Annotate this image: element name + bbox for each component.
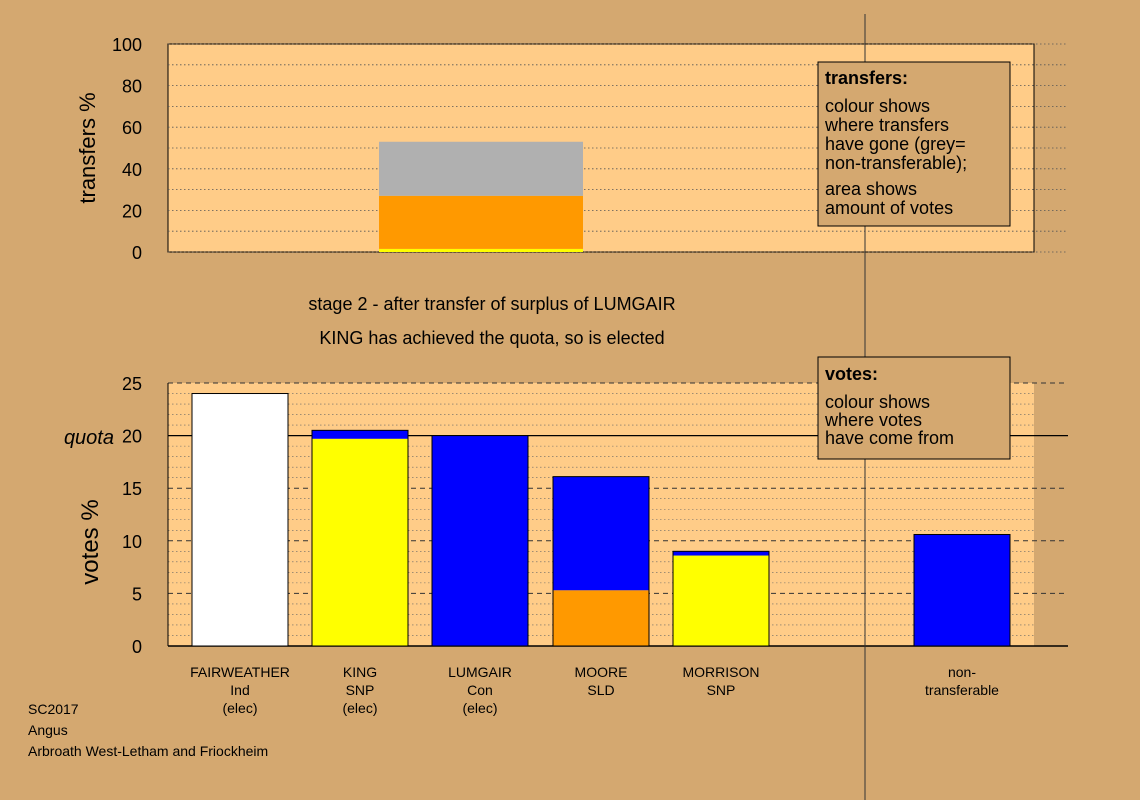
transfers-legend-line: where transfers [824, 115, 949, 135]
votes-bar-segment [312, 438, 408, 646]
transfers-bar [379, 141, 583, 252]
votes-bar-outline [311, 429, 409, 647]
transfers-y-axis-label: transfers % [75, 92, 100, 203]
votes-bar-outline [552, 476, 650, 647]
transfers-bar-segment [379, 195, 583, 249]
votes-category-label: (elec) [462, 700, 497, 716]
votes-bar [913, 533, 1011, 647]
quota-label: quota [64, 427, 114, 449]
votes-bar-segment [192, 393, 288, 646]
votes-bar-outline [191, 393, 289, 647]
transfers-y-tick-label: 40 [122, 160, 142, 180]
transfers-y-tick-label: 100 [112, 35, 142, 55]
transfers-legend-line: colour shows [825, 96, 930, 116]
votes-category-labels: FAIRWEATHER Ind (elec) KING SNP (elec) LUMGAIR… [190, 664, 999, 716]
votes-bar-segment [914, 534, 1010, 646]
footer-ward: Arbroath West-Letham and Friockheim [28, 743, 268, 759]
votes-bar-outline [672, 550, 770, 647]
votes-bar-outline [913, 533, 1011, 647]
footer-council: Angus [28, 722, 68, 738]
votes-bar-segment [553, 590, 649, 646]
votes-legend-line: where votes [824, 410, 922, 430]
transfers-legend-title: transfers: [825, 68, 908, 88]
votes-bar [431, 435, 529, 647]
votes-bar-outline [431, 435, 529, 647]
transfers-y-tick-label: 80 [122, 77, 142, 97]
votes-category-label: LUMGAIR [448, 664, 512, 680]
transfers-legend-line: non-transferable); [825, 153, 967, 173]
votes-y-tick-label: 25 [122, 374, 142, 394]
votes-category-label: KING [343, 664, 377, 680]
votes-bar-segment [553, 476, 649, 591]
transfers-y-ticks: 0 20 40 60 80 100 [112, 35, 142, 263]
transfers-legend-line: amount of votes [825, 198, 953, 218]
transfers-y-tick-label: 0 [132, 243, 142, 263]
votes-category-label: MOORE [575, 664, 628, 680]
votes-bars [191, 393, 1011, 647]
stage-description: stage 2 - after transfer of surplus of L… [308, 294, 675, 314]
transfers-bar-segment [379, 141, 583, 196]
votes-category-label: transferable [925, 682, 999, 698]
votes-bar [191, 393, 289, 647]
votes-y-tick-label: 5 [132, 584, 142, 604]
votes-category-label: Ind [230, 682, 249, 698]
transfers-legend-box: transfers: colour shows where transfers … [817, 61, 1011, 227]
votes-y-axis-label: votes % [77, 499, 104, 584]
votes-legend-box: votes: colour shows where votes have com… [817, 356, 1011, 460]
votes-category-label: (elec) [222, 700, 257, 716]
votes-category-label: FAIRWEATHER [190, 664, 290, 680]
votes-bar-segment [312, 430, 408, 439]
elected-description: KING has achieved the quota, so is elect… [319, 328, 664, 348]
votes-category-label: SLD [587, 682, 614, 698]
votes-bar-segment [673, 555, 769, 646]
votes-y-tick-label: 20 [122, 427, 142, 447]
votes-category-label: Con [467, 682, 493, 698]
votes-category-label: non- [948, 664, 976, 680]
transfers-legend-line: have gone (grey= [825, 134, 966, 154]
votes-y-tick-label: 0 [132, 637, 142, 657]
votes-bar-segment [432, 435, 528, 646]
transfers-y-tick-label: 60 [122, 118, 142, 138]
votes-y-tick-label: 15 [122, 479, 142, 499]
votes-category-label: (elec) [342, 700, 377, 716]
votes-y-ticks: 0 5 10 15 20 25 [122, 374, 142, 657]
transfers-bar-segment [379, 248, 583, 252]
votes-bar [552, 476, 650, 647]
votes-category-label: SNP [707, 682, 736, 698]
votes-bar [311, 429, 409, 647]
transfers-y-tick-label: 20 [122, 201, 142, 221]
votes-y-tick-label: 10 [122, 532, 142, 552]
footer-election: SC2017 [28, 701, 79, 717]
votes-category-label: MORRISON [683, 664, 760, 680]
transfers-legend-line: area shows [825, 179, 917, 199]
votes-bar [672, 550, 770, 647]
votes-category-label: SNP [346, 682, 375, 698]
votes-legend-title: votes: [825, 364, 878, 384]
votes-legend-line: colour shows [825, 392, 930, 412]
votes-legend-line: have come from [825, 428, 954, 448]
votes-bar-segment [673, 551, 769, 556]
